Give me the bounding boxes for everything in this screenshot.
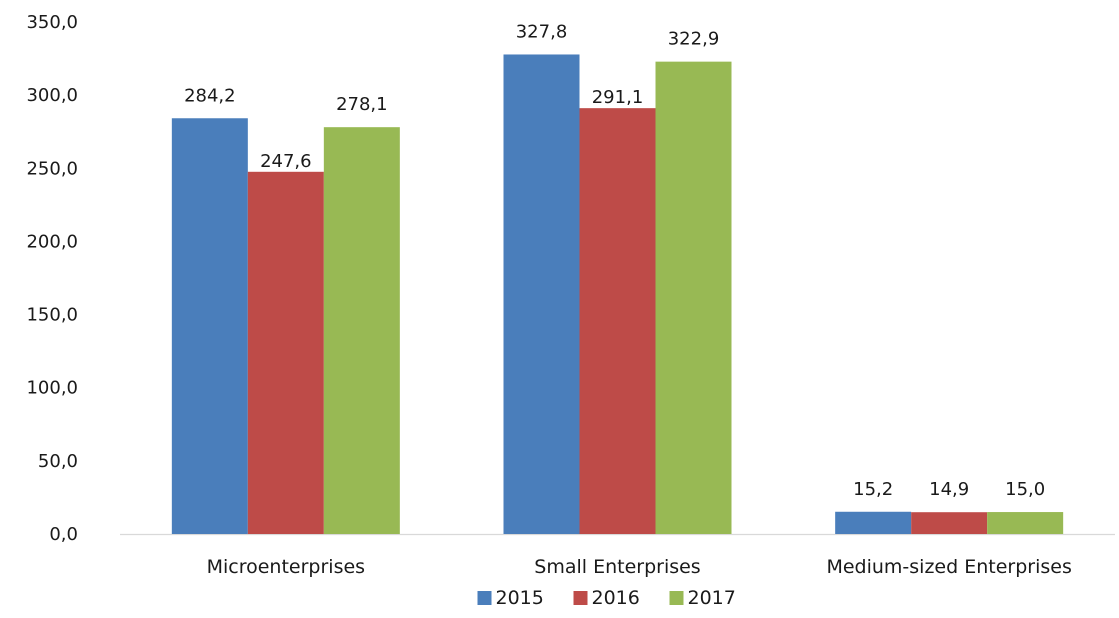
y-axis: 0,0 50,0 100,0 150,0 200,0 250,0 300,0 350,0 [26, 12, 78, 545]
x-axis: Microenterprises Small Enterprises Medium-… [120, 533, 1115, 578]
y-tick-label: 150,0 [26, 305, 78, 326]
bar-2016 [911, 512, 988, 534]
data-label: 322,9 [668, 29, 720, 50]
y-tick-label: 250,0 [26, 158, 78, 179]
data-label: 278,1 [336, 94, 388, 115]
legend-swatch-2016 [573, 591, 588, 605]
bar-2015 [171, 118, 248, 535]
data-label: 284,2 [184, 85, 236, 106]
legend: 2015 2016 2017 [477, 587, 736, 609]
bars [171, 54, 1064, 535]
y-tick-label: 50,0 [38, 451, 78, 472]
legend-swatch-2015 [477, 591, 492, 605]
data-label: 15,2 [853, 479, 893, 500]
category-label: Medium-sized Enterprises [826, 556, 1071, 578]
data-label: 247,6 [260, 151, 312, 172]
data-label: 15,0 [1005, 479, 1045, 500]
data-label: 14,9 [929, 479, 969, 500]
bar-2017 [987, 512, 1064, 534]
legend-label: 2015 [496, 587, 544, 609]
legend-label: 2017 [688, 587, 736, 609]
data-label: 327,8 [516, 21, 568, 42]
y-tick-label: 350,0 [26, 12, 78, 33]
bar-2016 [579, 108, 656, 534]
bar-2015 [835, 511, 912, 534]
data-labels: 284,2 247,6 278,1 327,8 291,1 322,9 15,2 14,9 15… [184, 21, 1045, 500]
data-label: 291,1 [592, 87, 644, 108]
bar-2016 [247, 171, 324, 534]
y-tick-label: 100,0 [26, 378, 78, 399]
category-label: Microenterprises [207, 556, 365, 578]
legend-label: 2016 [592, 587, 640, 609]
y-tick-label: 200,0 [26, 231, 78, 252]
bar-2017 [655, 61, 732, 534]
y-tick-label: 0,0 [49, 524, 78, 545]
y-tick-label: 300,0 [26, 85, 78, 106]
legend-swatch-2017 [669, 591, 684, 605]
bar-2015 [503, 54, 580, 534]
bar-2017 [323, 127, 400, 534]
category-label: Small Enterprises [534, 556, 700, 578]
